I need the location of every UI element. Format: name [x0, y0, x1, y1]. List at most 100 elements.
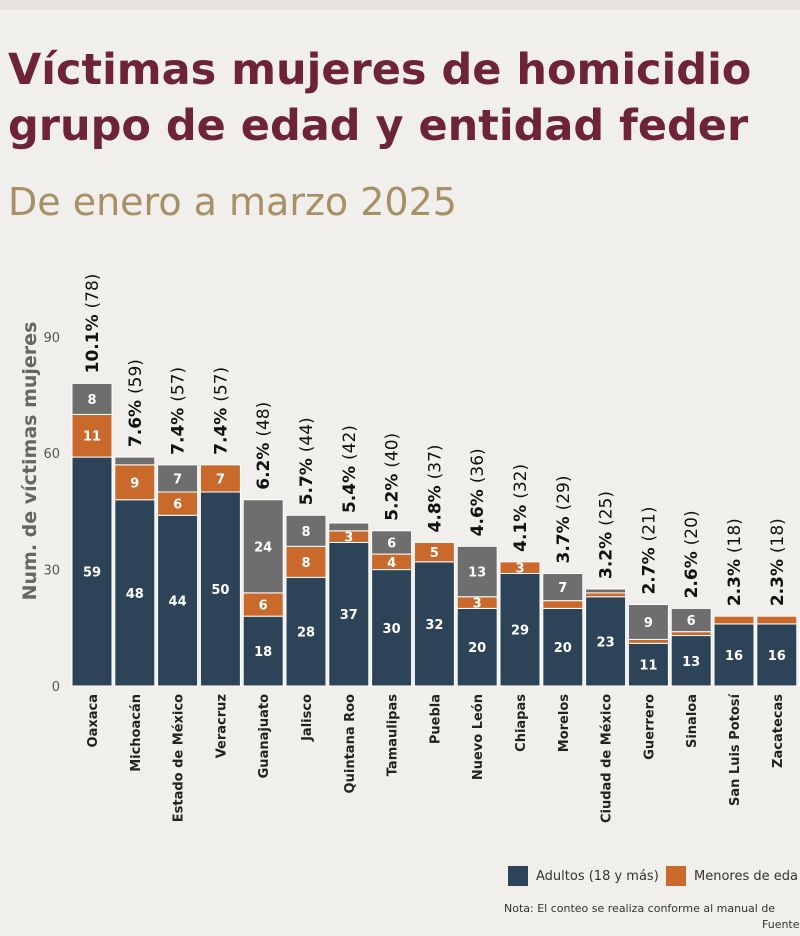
- x-tick-label: Tamaulipas: [386, 694, 401, 777]
- bar-total-percent: 5.4%: [340, 460, 360, 513]
- legend-item-adults: Adultos (18 y más): [508, 866, 659, 886]
- bar-value-label: 16: [768, 649, 786, 664]
- bar-value-label: 3: [344, 531, 353, 546]
- x-tick-label: Jalisco: [300, 694, 315, 742]
- bar-segment-otros: [670, 607, 712, 633]
- bar-total-percent: 6.2%: [254, 437, 274, 490]
- bar-total-count: (21): [639, 507, 659, 542]
- bar-value-label: 29: [511, 624, 529, 639]
- x-tick-label: Zacatecas: [771, 694, 786, 768]
- chart-title: Víctimas mujeres de homicidio grupo de e…: [8, 42, 751, 154]
- x-tick-label: Veracruz: [214, 694, 229, 758]
- bar-total-label: 5.4% (42): [340, 425, 360, 513]
- bar-segment-menores-de-eda: [627, 638, 669, 644]
- legend-label-adults: Adultos (18 y más): [536, 868, 659, 884]
- bar-segment-adultos-18-y-mas: [242, 615, 284, 687]
- bar-total-label: 6.2% (48): [254, 402, 274, 490]
- bar-total-percent: 4.8%: [425, 479, 445, 532]
- bar-value-label: 11: [83, 430, 101, 445]
- bar-total-percent: 7.6%: [126, 394, 146, 447]
- y-tick-label: 30: [43, 564, 60, 579]
- bar-value-label: 7: [173, 472, 182, 487]
- y-tick-label: 0: [52, 680, 60, 695]
- bar-segment-otros: [71, 382, 113, 415]
- legend-item-minors: Menores de eda: [666, 866, 798, 886]
- bar-segment-otros: [456, 545, 498, 598]
- source-label: Fuente: [762, 918, 800, 931]
- bar-segment-otros: [328, 522, 370, 532]
- chart-subtitle: De enero a marzo 2025: [8, 180, 457, 224]
- bar-segment-adultos-18-y-mas: [456, 607, 498, 687]
- x-tick-label: San Luis Potosí: [728, 692, 743, 806]
- bar-total-percent: 3.7%: [554, 510, 574, 563]
- bar-segment-otros: [157, 464, 199, 493]
- bar-value-label: 4: [387, 556, 396, 571]
- bar-segment-adultos-18-y-mas: [328, 541, 370, 687]
- bar-total-count: (29): [554, 475, 574, 510]
- bar-value-label: 44: [169, 595, 187, 610]
- x-tick-label: Guerrero: [642, 694, 657, 760]
- bar-total-label: 3.7% (29): [554, 475, 574, 563]
- bar-total-label: 5.7% (44): [297, 417, 317, 505]
- bar-value-label: 48: [126, 587, 144, 602]
- x-tick-label: Michoacán: [129, 694, 144, 772]
- legend-swatch-adults: [508, 866, 528, 886]
- bar-value-label: 20: [468, 641, 486, 656]
- bar-value-label: 3: [515, 562, 524, 577]
- bar-value-label: 11: [639, 659, 657, 674]
- bar-segment-adultos-18-y-mas: [585, 596, 627, 687]
- bar-value-label: 13: [468, 566, 486, 581]
- bar-total-count: (25): [597, 491, 617, 526]
- bar-value-label: 6: [687, 614, 696, 629]
- bar-total-percent: 2.3%: [768, 553, 788, 606]
- bar-value-label: 30: [383, 622, 401, 637]
- bar-total-count: (18): [768, 518, 788, 553]
- bar-total-count: (32): [511, 464, 531, 499]
- bar-segment-otros: [627, 604, 669, 640]
- bar-segment-adultos-18-y-mas: [413, 561, 455, 687]
- bar-segment-adultos-18-y-mas: [157, 514, 199, 687]
- bar-total-percent: 5.7%: [297, 452, 317, 505]
- bar-total-percent: 2.3%: [725, 553, 745, 606]
- bar-segment-adultos-18-y-mas: [499, 572, 541, 687]
- bar-value-label: 8: [87, 393, 96, 408]
- bar-total-count: (37): [425, 444, 445, 479]
- bar-value-label: 9: [644, 616, 653, 631]
- x-tick-label: Sinaloa: [685, 694, 700, 748]
- bar-segment-menores-de-eda: [713, 615, 755, 625]
- bar-total-percent: 4.1%: [511, 499, 531, 552]
- x-tick-label: Chiapas: [514, 694, 529, 752]
- bar-value-label: 50: [211, 583, 229, 598]
- bar-total-percent: 3.2%: [597, 526, 617, 579]
- bar-segment-menores-de-eda: [199, 464, 241, 493]
- bar-segment-adultos-18-y-mas: [713, 623, 755, 687]
- bar-segment-menores-de-eda: [585, 592, 627, 598]
- bar-total-count: (44): [297, 417, 317, 452]
- bar-total-label: 5.2% (40): [383, 433, 403, 521]
- bar-value-label: 5: [430, 546, 439, 561]
- bar-total-count: (48): [254, 402, 274, 437]
- bar-segment-menores-de-eda: [670, 631, 712, 637]
- bar-segment-otros: [242, 499, 284, 594]
- bar-segment-menores-de-eda: [542, 600, 584, 609]
- bar-total-count: (20): [682, 510, 702, 545]
- bar-value-label: 6: [259, 599, 268, 614]
- bar-total-count: (59): [126, 359, 146, 394]
- bar-total-count: (57): [169, 367, 189, 402]
- bar-value-label: 37: [340, 608, 358, 623]
- x-tick-label: Oaxaca: [86, 694, 101, 747]
- legend-label-minors: Menores de eda: [694, 868, 798, 884]
- bar-segment-adultos-18-y-mas: [670, 635, 712, 687]
- bar-total-count: (57): [211, 367, 231, 402]
- bar-value-label: 6: [387, 536, 396, 551]
- top-bar: [0, 0, 800, 10]
- bar-total-label: 7.6% (59): [126, 359, 146, 447]
- bar-value-label: 32: [425, 618, 443, 633]
- bar-value-label: 13: [682, 655, 700, 670]
- bar-value-label: 9: [130, 476, 139, 491]
- x-tick-label: Quintana Roo: [343, 694, 358, 793]
- bar-total-label: 2.7% (21): [639, 507, 659, 595]
- bar-value-label: 3: [473, 597, 482, 612]
- bar-segment-adultos-18-y-mas: [199, 491, 241, 687]
